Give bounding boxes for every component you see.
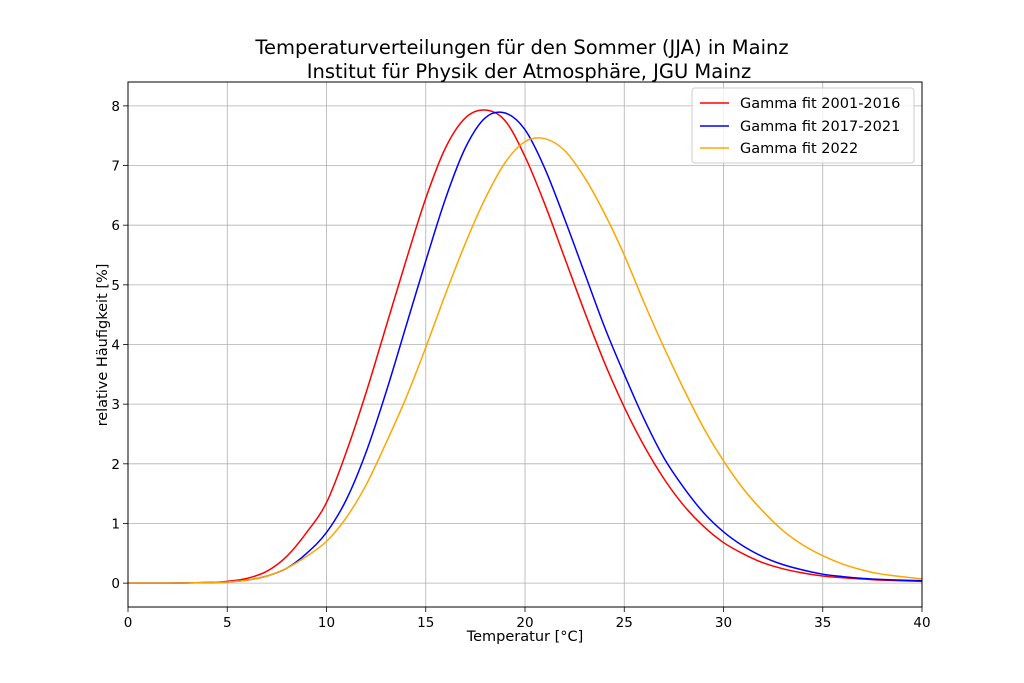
x-tick-label: 15 <box>417 615 434 631</box>
y-axis-label: relative Häufigkeit [%] <box>95 264 111 427</box>
legend-label-1: Gamma fit 2001-2016 <box>740 96 900 112</box>
y-tick-label: 1 <box>111 516 120 532</box>
legend-box <box>691 87 915 164</box>
y-axis-ticks: 0 1 2 3 4 5 6 7 8 <box>111 99 128 592</box>
x-tick-label: 0 <box>124 615 133 631</box>
x-axis-label: Temperatur [°C] <box>466 629 584 645</box>
y-tick-label: 0 <box>111 576 120 592</box>
y-tick-label: 8 <box>111 99 120 115</box>
chart-subtitle: Institut für Physik der Atmosphäre, JGU … <box>307 60 751 83</box>
x-tick-label: 30 <box>715 615 732 631</box>
y-tick-label: 3 <box>111 397 120 413</box>
x-tick-label: 5 <box>223 615 232 631</box>
legend-label-3: Gamma fit 2022 <box>740 141 858 157</box>
y-tick-label: 2 <box>111 457 120 473</box>
x-tick-label: 35 <box>814 615 831 631</box>
legend: Gamma fit 2001-2016 Gamma fit 2017-2021 … <box>691 87 915 164</box>
series-line-3 <box>127 137 923 584</box>
series-line-1 <box>127 109 923 584</box>
y-tick-label: 6 <box>111 218 120 234</box>
series-lines <box>127 109 923 584</box>
x-tick-label: 10 <box>318 615 335 631</box>
y-tick-label: 7 <box>111 159 120 175</box>
chart-title: Temperaturverteilungen für den Sommer (J… <box>254 36 788 59</box>
y-tick-label: 4 <box>111 338 120 354</box>
legend-label-2: Gamma fit 2017-2021 <box>740 119 900 135</box>
x-tick-label: 25 <box>616 615 633 631</box>
grid <box>127 82 923 607</box>
x-tick-label: 40 <box>913 615 930 631</box>
x-axis-ticks: 0 5 10 15 20 25 30 35 40 <box>124 607 931 631</box>
y-tick-label: 5 <box>111 278 120 294</box>
x-tick-label: 20 <box>516 615 533 631</box>
